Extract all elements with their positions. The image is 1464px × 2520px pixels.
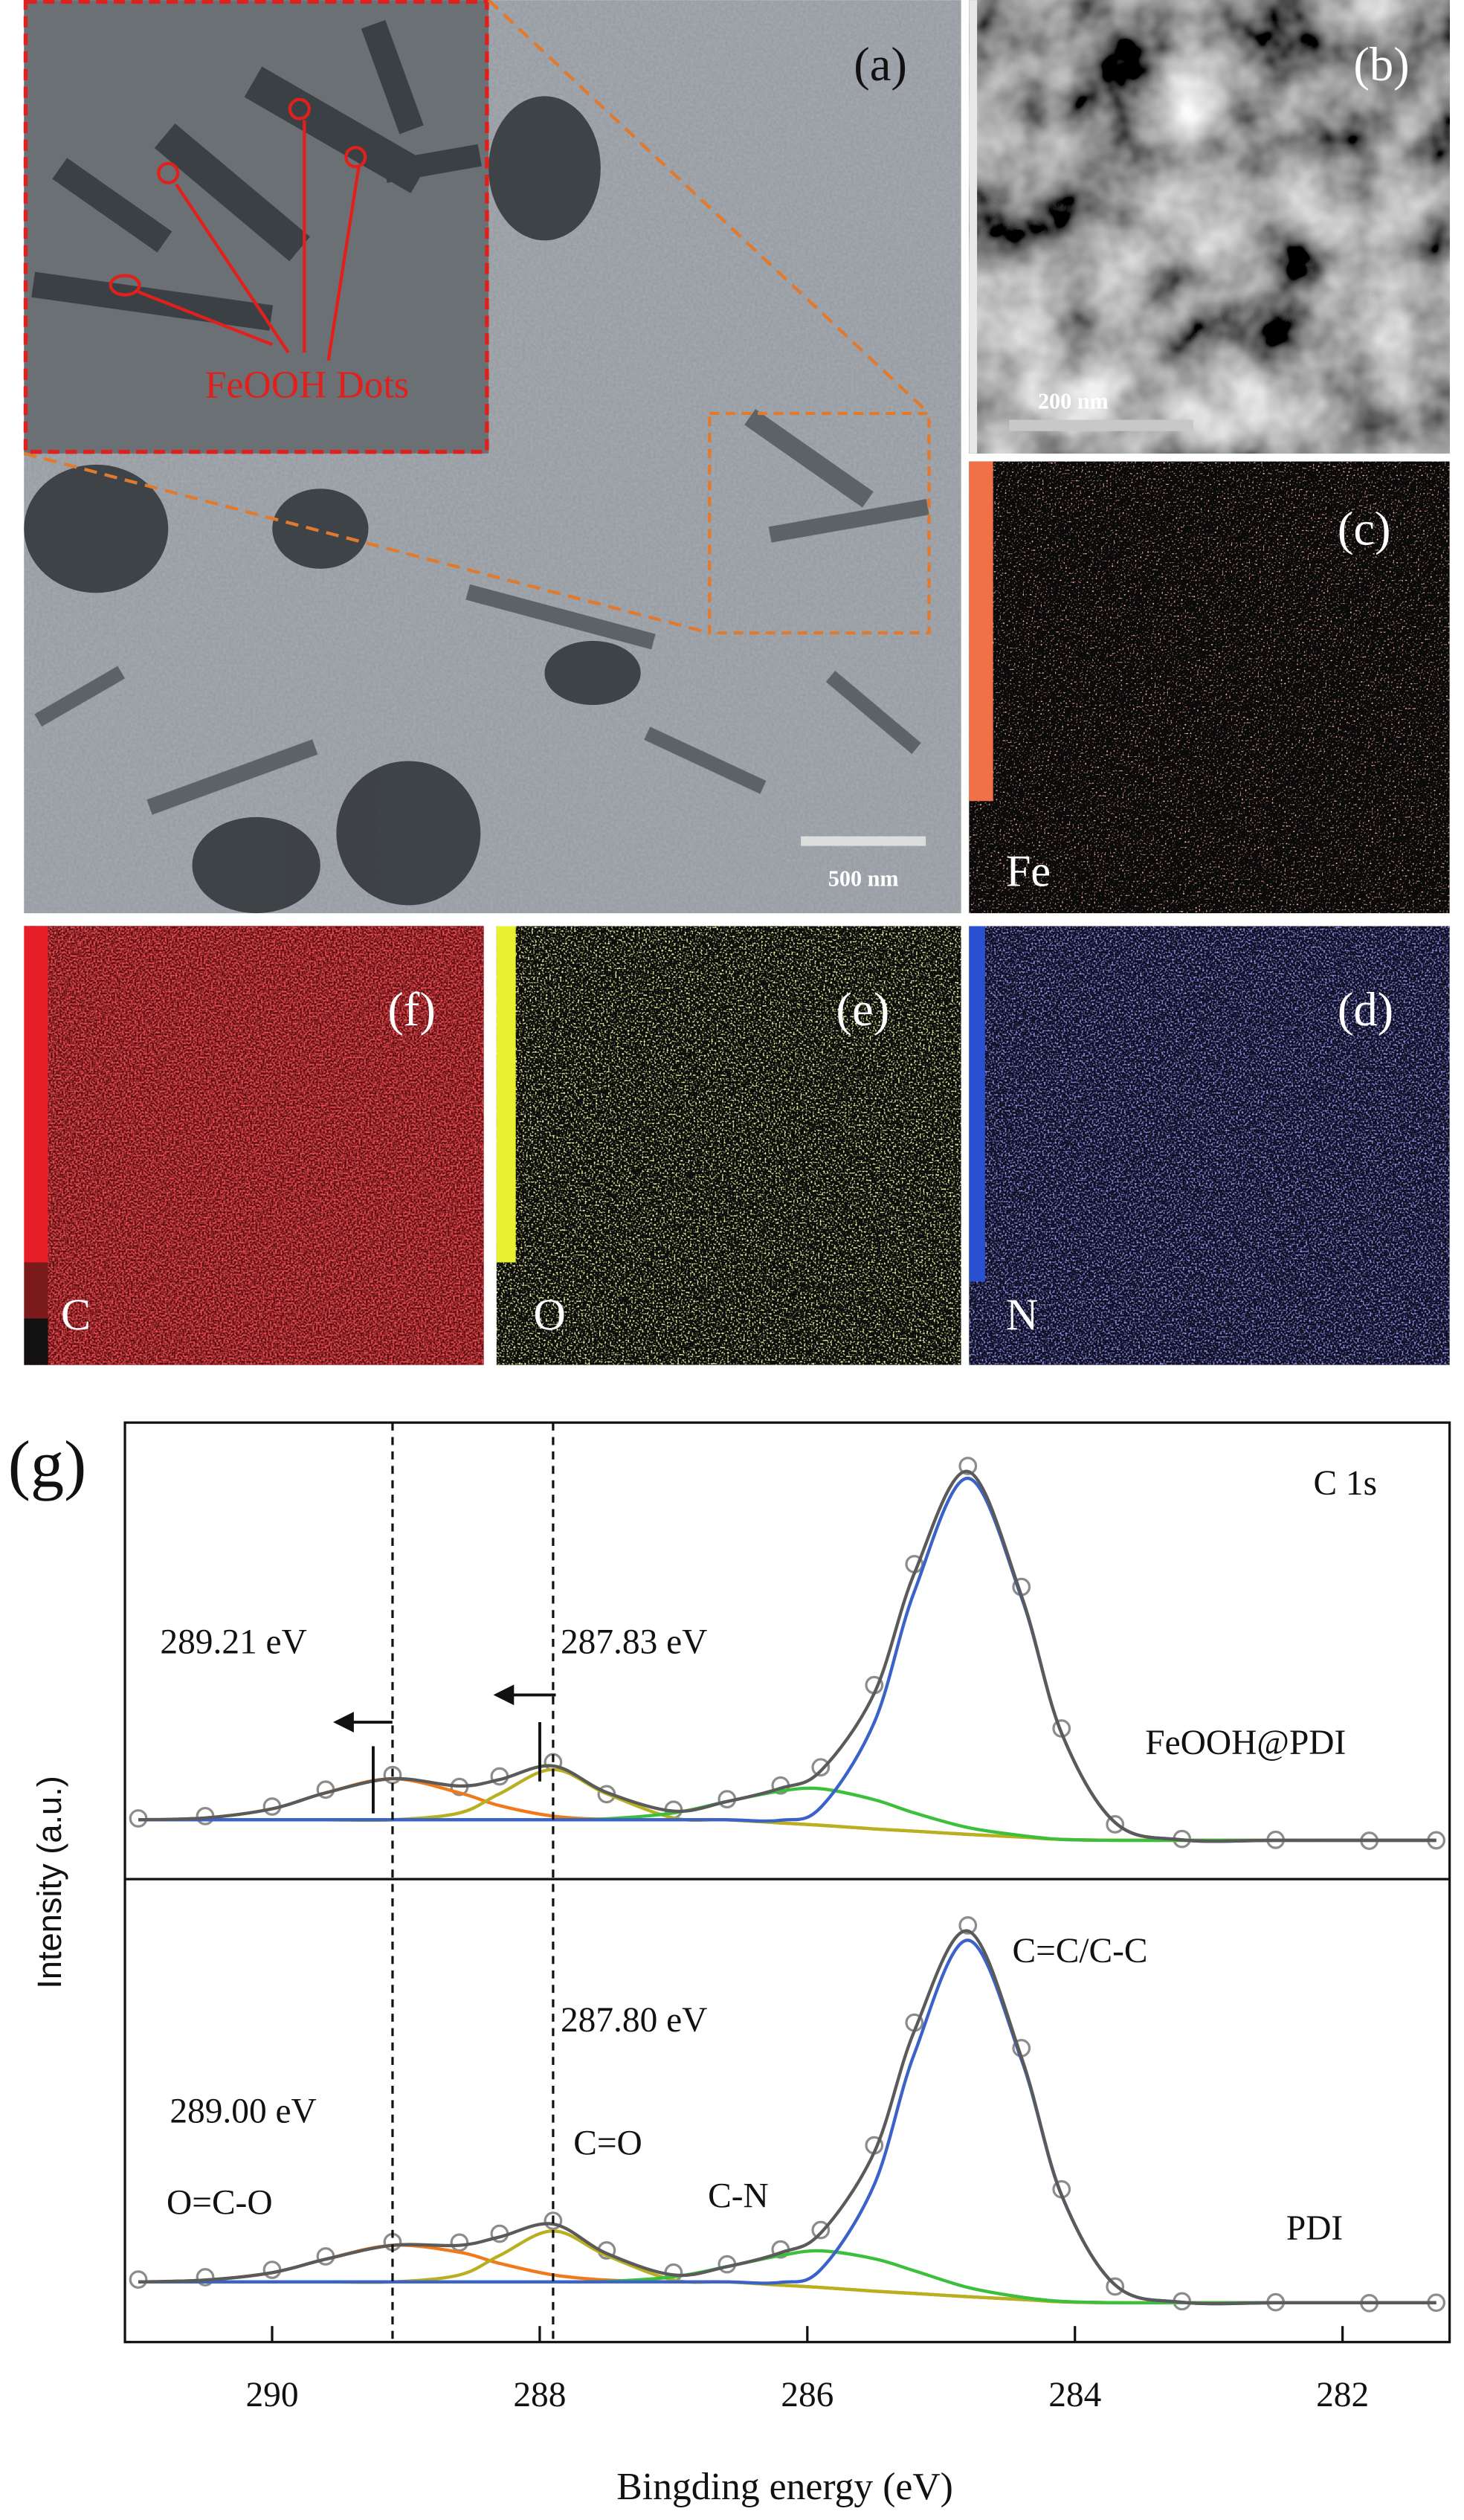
scale-label: 200 nm xyxy=(1038,389,1109,414)
color-bar xyxy=(969,926,985,1282)
map-speckle xyxy=(969,461,1450,914)
particles xyxy=(24,96,641,914)
panel-label: (d) xyxy=(1338,982,1393,1037)
panel-label: (f) xyxy=(387,982,436,1037)
element-label: O xyxy=(533,1290,566,1340)
annotation: C 1s xyxy=(1313,1464,1377,1503)
panel-label: (c) xyxy=(1338,502,1391,556)
zoom-line xyxy=(487,0,930,415)
panel-label: (a) xyxy=(854,37,907,91)
annotation: 287.80 eV xyxy=(561,2001,707,2040)
color-bar xyxy=(24,1318,48,1365)
panel-f: (f) C xyxy=(24,926,484,1365)
color-bar xyxy=(24,926,48,1263)
zoom-box xyxy=(708,411,931,635)
data-point xyxy=(262,2260,282,2279)
scale-bar xyxy=(801,836,926,846)
x-axis-label: Bingding energy (eV) xyxy=(616,2466,953,2508)
panel-label: (b) xyxy=(1353,37,1409,91)
data-point xyxy=(958,1457,978,1475)
fit-curve xyxy=(138,1786,1436,1843)
annotation: C=O xyxy=(573,2124,642,2163)
haadf-texture xyxy=(969,0,1450,454)
inset-label: FeOOH Dots xyxy=(205,364,409,406)
color-bar xyxy=(496,926,516,1263)
annotation: C=C/C-C xyxy=(1012,1932,1147,1970)
zoom-line xyxy=(23,451,710,635)
x-tick-label: 284 xyxy=(1048,2376,1101,2414)
x-tick-label: 286 xyxy=(781,2376,833,2414)
plot-frame xyxy=(123,1421,1451,2344)
annotation: O=C-O xyxy=(167,2183,273,2222)
annotation: PDI xyxy=(1286,2209,1343,2248)
color-bar xyxy=(969,461,993,802)
edge xyxy=(969,0,978,454)
scale-bar xyxy=(1009,419,1193,431)
map-speckle xyxy=(496,926,961,1365)
fit-curve xyxy=(138,2229,1436,2305)
x-tick-label: 290 xyxy=(245,2376,298,2414)
panel-label: (e) xyxy=(836,982,890,1037)
rods xyxy=(34,409,929,815)
data-point xyxy=(811,2220,831,2240)
data-point xyxy=(450,2233,469,2252)
element-label: C xyxy=(61,1290,91,1340)
color-bar xyxy=(24,1262,48,1319)
scale-label: 500 nm xyxy=(828,866,899,891)
x-tick-label: 282 xyxy=(1316,2376,1369,2414)
inset-rods xyxy=(31,19,482,331)
annotation: 289.00 eV xyxy=(170,2092,316,2131)
annotation: C-N xyxy=(708,2177,769,2216)
chart: (g) C 1s 289.21 eV 287.83 eV FeOOH@PDI C… xyxy=(8,1421,1451,2508)
data-point xyxy=(1106,2277,1125,2296)
data-point xyxy=(1106,1815,1125,1834)
data-point xyxy=(544,2211,563,2230)
element-label: Fe xyxy=(1006,846,1051,896)
panel-e: (e) O xyxy=(496,926,961,1365)
map-speckle xyxy=(969,926,1450,1365)
x-tick-label: 288 xyxy=(513,2376,566,2414)
annotation: FeOOH@PDI xyxy=(1145,1724,1346,1762)
annotation: 287.83 eV xyxy=(561,1622,707,1661)
y-axis-label: Intensity (a.u.) xyxy=(30,1776,68,1989)
panel-b: (b) 200 nm xyxy=(969,0,1450,454)
map-speckle xyxy=(24,926,484,1365)
fit-curve xyxy=(138,1469,1436,1843)
inset-frame xyxy=(23,0,489,454)
panel-c: (c) Fe xyxy=(969,461,1450,914)
panel-label: (g) xyxy=(8,1426,87,1501)
data-point xyxy=(958,1915,978,1935)
annotation: 289.21 eV xyxy=(160,1622,306,1661)
shift-markers xyxy=(333,1684,556,1814)
data-point xyxy=(811,1758,831,1777)
element-label: N xyxy=(1006,1290,1039,1340)
data-point xyxy=(129,2270,148,2289)
panel-d: (d) N xyxy=(969,926,1450,1365)
dot-markers xyxy=(109,97,367,361)
data-point xyxy=(196,2268,215,2287)
panel-a: FeOOH Dots (a) 500 nm xyxy=(23,0,961,914)
plot-area xyxy=(129,1457,1446,2313)
